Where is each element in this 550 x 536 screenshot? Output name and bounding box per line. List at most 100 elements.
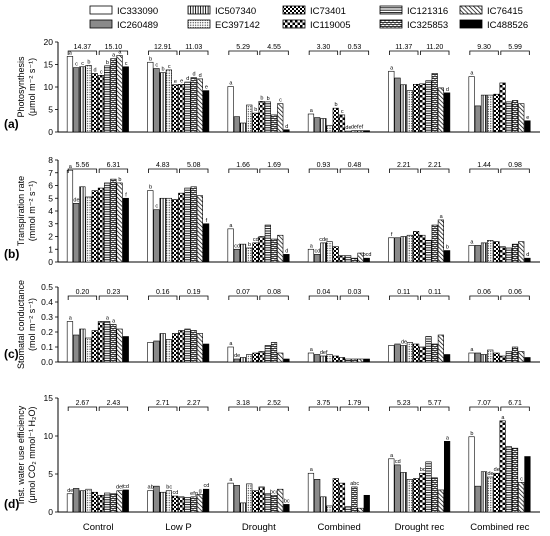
mean-value: 0.08 xyxy=(267,289,281,296)
bar-Combined-IC260489 xyxy=(314,254,321,263)
sig-letter: b xyxy=(248,242,251,248)
bar-Combined-EC397142 xyxy=(326,125,333,133)
bar-Combined rec-IC507340 xyxy=(480,471,488,513)
category-label-0: Control xyxy=(83,522,114,533)
y-axis-label: Photosynthesis xyxy=(16,56,26,118)
bar-Low P-IC121316 xyxy=(184,81,191,133)
bar-Drought rec-IC260489 xyxy=(394,464,401,513)
mean-value: 11.03 xyxy=(185,44,202,51)
bar-Low P-IC488526 xyxy=(203,343,210,363)
mean-value: 0.06 xyxy=(477,289,491,296)
sig-letter: f xyxy=(391,232,393,238)
sig-letter: cd xyxy=(203,483,209,489)
bar-Drought-IC333090 xyxy=(227,482,234,513)
bar-Combined rec-IC488526 xyxy=(524,257,531,263)
bar-Combined rec-IC73401 xyxy=(493,241,500,263)
bar-Combined rec-IC333090 xyxy=(468,436,475,513)
sig-letter: d xyxy=(446,87,449,93)
bar-Drought rec-IC73401 xyxy=(412,478,420,513)
sig-letter: a xyxy=(310,467,314,473)
sig-letter: cde xyxy=(319,237,328,243)
legend-label-IC121316: IC121316 xyxy=(407,6,448,17)
bar-Combined-IC76415 xyxy=(357,252,364,263)
mean-bracket xyxy=(469,295,499,300)
mean-value: 5.08 xyxy=(187,162,201,169)
sig-letter: a xyxy=(440,214,444,220)
bar-Low P-IC260489 xyxy=(153,209,160,263)
mean-value: 1.66 xyxy=(236,162,250,169)
bar-Combined rec-IC488526 xyxy=(524,357,531,363)
bar-Combined-IC488526 xyxy=(363,494,370,513)
mean-value: 1.79 xyxy=(348,400,362,407)
bar-Drought-IC119005 xyxy=(258,236,265,263)
mean-value: 5.56 xyxy=(76,162,90,169)
bar-Combined rec-EC397142 xyxy=(487,349,494,363)
bar-Low P-IC121316 xyxy=(184,328,191,363)
bar-Drought rec-IC325853 xyxy=(431,224,438,263)
bar-Drought rec-IC325853 xyxy=(431,73,438,133)
y-tick-label: 0 xyxy=(48,257,53,267)
mean-value: 6.71 xyxy=(508,400,522,407)
bar-Drought rec-EC397142 xyxy=(406,342,414,363)
bar-Low P-EC397142 xyxy=(165,490,173,513)
bar-Low P-IC488526 xyxy=(203,90,210,133)
mean-bracket xyxy=(148,406,178,411)
bar-Control-IC121316 xyxy=(104,321,111,363)
sig-letter: d xyxy=(199,73,202,79)
bar-Drought-IC333090 xyxy=(227,346,234,363)
bar-Control-IC119005 xyxy=(97,494,105,513)
bar-Drought-IC325853 xyxy=(270,114,278,133)
bar-Combined rec-IC121316 xyxy=(505,351,512,363)
bar-Drought-EC397142 xyxy=(246,247,253,263)
bar-Control-IC121316 xyxy=(104,182,111,263)
sig-letter: a xyxy=(446,435,450,441)
bar-Drought rec-IC76415 xyxy=(437,87,445,133)
bar-Drought rec-IC260489 xyxy=(394,77,401,133)
bar-Low P-IC260489 xyxy=(153,68,160,133)
bar-Low P-IC325853 xyxy=(190,77,197,133)
bar-Drought-IC333090 xyxy=(227,228,234,263)
bar-Low P-IC488526 xyxy=(203,488,210,513)
mean-bracket xyxy=(228,406,258,411)
category-label-1: Low P xyxy=(165,522,191,533)
legend-swatch-IC507340 xyxy=(187,5,211,15)
mean-value: 2.21 xyxy=(428,162,442,169)
bar-Low P-IC507340 xyxy=(159,197,166,263)
mean-value: 5.23 xyxy=(397,400,411,407)
bar-Control-IC260489 xyxy=(73,334,80,363)
bar-Combined rec-IC76415 xyxy=(518,103,525,133)
bar-Combined-IC333090 xyxy=(307,352,315,363)
mean-bracket xyxy=(389,406,419,411)
bar-Low P-IC73401 xyxy=(172,495,179,513)
bar-Drought-IC73401 xyxy=(252,242,259,263)
bar-Drought-EC397142 xyxy=(246,483,253,513)
bar-Drought rec-IC507340 xyxy=(400,236,407,263)
bar-Combined-IC260489 xyxy=(314,354,321,363)
legend-swatch-IC121316 xyxy=(379,5,403,15)
mean-value: 0.53 xyxy=(348,44,362,51)
bar-Drought-IC76415 xyxy=(277,103,284,133)
mean-bracket xyxy=(420,295,450,300)
bar-Drought rec-IC260489 xyxy=(394,237,401,263)
sig-letter: b xyxy=(149,56,152,62)
y-tick-label: 0.4 xyxy=(41,297,53,307)
bar-Combined rec-IC333090 xyxy=(468,76,475,133)
bar-Combined rec-IC488526 xyxy=(524,456,531,513)
y-tick-label: 10 xyxy=(44,431,54,441)
bar-Drought rec-IC488526 xyxy=(443,354,451,363)
mean-value: 0.20 xyxy=(76,289,90,296)
y-tick-label: 0.0 xyxy=(41,357,53,367)
mean-value: 14.37 xyxy=(74,44,92,51)
bar-Combined rec-IC507340 xyxy=(480,354,488,363)
bar-Control-IC333090 xyxy=(66,169,74,263)
mean-value: 0.16 xyxy=(156,289,170,296)
panel-3: 0 5 10 15 Inst. water use efficiency (μmol CO… xyxy=(4,393,540,517)
bar-Control-IC73401 xyxy=(91,73,98,133)
sig-letter: ab xyxy=(148,485,154,491)
bar-Combined-IC121316 xyxy=(345,130,352,133)
category-label-4: Drought rec xyxy=(395,522,445,533)
mean-value: 6.31 xyxy=(107,162,121,169)
y-tick-label: 0.1 xyxy=(41,342,53,352)
bar-Drought rec-IC488526 xyxy=(443,441,451,513)
sig-letter: bcd xyxy=(270,489,279,495)
